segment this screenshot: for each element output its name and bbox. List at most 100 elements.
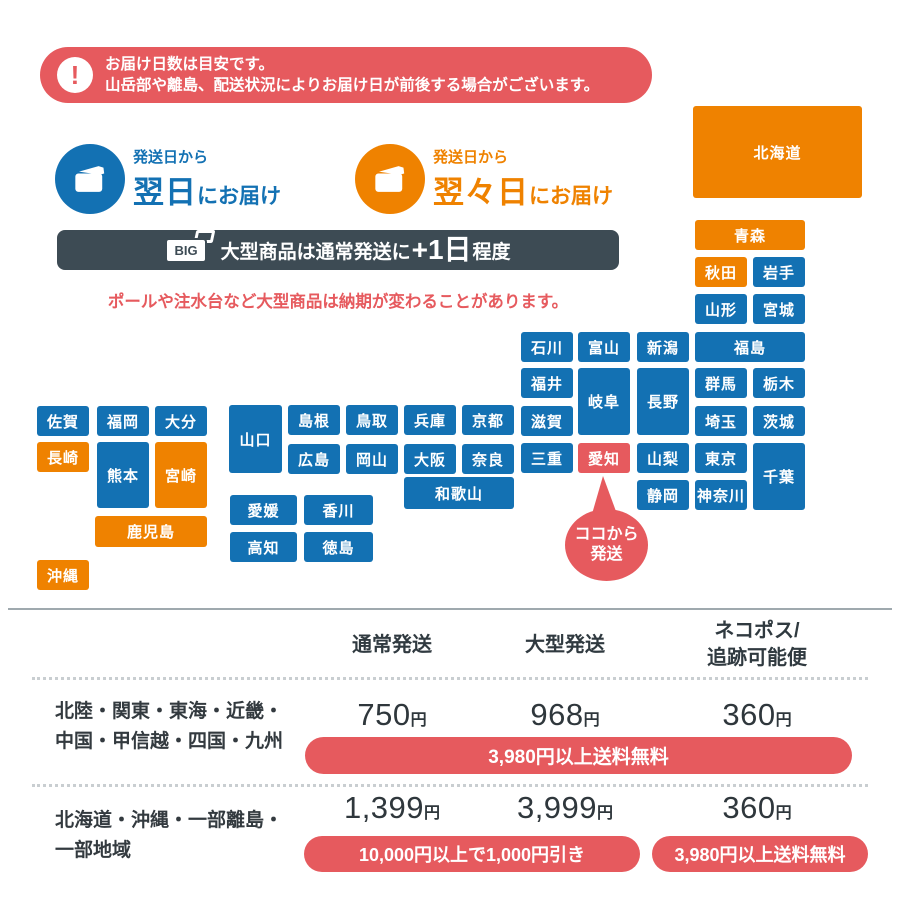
price-unit: 円 — [775, 712, 792, 729]
prefecture-block-徳島: 徳島 — [304, 532, 373, 562]
prefecture-block-奈良: 奈良 — [462, 444, 514, 474]
column-header-nekopos-line1: ネコポス/ — [714, 620, 800, 642]
price-amount: 750 — [357, 697, 411, 732]
big-bar-text-before: 大型商品は通常発送に — [220, 241, 411, 263]
ships-from-bubble: ココから 発送 — [565, 509, 648, 581]
prefecture-block-宮城: 宮城 — [753, 294, 805, 324]
column-header-normal: 通常発送 — [352, 634, 432, 656]
delivery-prefix: 発送日から — [133, 149, 209, 166]
prefecture-block-長崎: 長崎 — [37, 442, 89, 472]
prefecture-block-山梨: 山梨 — [637, 443, 689, 473]
price-amount: 360 — [722, 790, 776, 825]
prefecture-block-山口: 山口 — [229, 405, 282, 473]
notice-text: お届け日数は目安です。 山岳部や離島、配送状況によりお届け日が前後する場合がござ… — [105, 54, 599, 96]
prefecture-block-京都: 京都 — [462, 405, 514, 435]
column-header-nekopos: ネコポス/ 追跡可能便 — [677, 618, 837, 672]
price-unit: 円 — [583, 712, 600, 729]
prefecture-block-熊本: 熊本 — [97, 442, 149, 508]
free-shipping-badge-row2: 3,980円以上送料無料 — [652, 836, 868, 872]
prefecture-block-大阪: 大阪 — [404, 444, 456, 474]
row-divider-1 — [32, 677, 868, 680]
package-icon — [375, 166, 405, 192]
prefecture-block-千葉: 千葉 — [753, 443, 805, 510]
prefecture-block-愛媛: 愛媛 — [230, 495, 297, 525]
bubble-line2: 発送 — [590, 546, 623, 563]
prefecture-block-滋賀: 滋賀 — [521, 406, 573, 436]
prefecture-block-高知: 高知 — [230, 532, 297, 562]
prefecture-block-石川: 石川 — [521, 332, 573, 362]
region-label-1: 北陸・関東・東海・近畿・ 中国・甲信越・四国・九州 — [55, 697, 283, 757]
prefecture-block-佐賀: 佐賀 — [37, 406, 89, 436]
prefecture-block-群馬: 群馬 — [695, 368, 747, 398]
package-icon — [75, 166, 105, 192]
prefecture-block-埼玉: 埼玉 — [695, 406, 747, 436]
price-amount: 360 — [722, 697, 776, 732]
big-item-bar: BIG 大型商品は通常発送に +1日 程度 — [57, 229, 619, 270]
bubble-line1: ココから — [574, 526, 639, 543]
price-unit: 円 — [410, 712, 427, 729]
region-1-line2: 中国・甲信越・四国・九州 — [55, 731, 284, 752]
bubble-tail — [592, 476, 617, 514]
notice-line2: 山岳部や離島、配送状況によりお届け日が前後する場合がございます。 — [105, 77, 600, 94]
prefecture-block-兵庫: 兵庫 — [404, 405, 456, 435]
prefecture-block-鳥取: 鳥取 — [346, 405, 398, 435]
price-nekopos-2: 360円 — [667, 790, 847, 826]
delivery-suffix: にお届け — [197, 185, 281, 208]
prefecture-block-富山: 富山 — [578, 332, 630, 362]
big-box-label: BIG — [165, 237, 207, 263]
region-2-line2: 一部地域 — [55, 840, 132, 861]
notice-line1: お届け日数は目安です。 — [105, 56, 274, 73]
row-divider-2 — [32, 784, 868, 787]
prefecture-block-青森: 青森 — [695, 220, 805, 250]
prefecture-block-宮崎: 宮崎 — [155, 442, 207, 508]
price-large-2: 3,999円 — [475, 790, 655, 826]
prefecture-block-岡山: 岡山 — [346, 444, 398, 474]
prefecture-block-山形: 山形 — [695, 294, 747, 324]
prefecture-block-愛知: 愛知 — [578, 443, 630, 473]
delivery-suffix: にお届け — [529, 185, 613, 208]
prefecture-block-静岡: 静岡 — [637, 480, 689, 510]
prefecture-block-広島: 広島 — [288, 444, 340, 474]
prefecture-block-鹿児島: 鹿児島 — [95, 516, 207, 547]
price-unit: 円 — [597, 805, 614, 822]
prefecture-block-東京: 東京 — [695, 443, 747, 473]
delivery-prefix: 発送日から — [433, 149, 509, 166]
price-amount: 3,999 — [516, 790, 598, 825]
prefecture-block-北海道: 北海道 — [693, 106, 862, 198]
price-amount: 1,399 — [343, 790, 425, 825]
region-1-line1: 北陸・関東・東海・近畿・ — [55, 701, 284, 722]
package-icon-orange — [355, 144, 425, 214]
delivery-big-text: 翌日 — [133, 175, 197, 210]
price-normal-1: 750円 — [302, 697, 482, 733]
column-header-nekopos-line2: 追跡可能便 — [707, 647, 807, 669]
discount-badge-row2: 10,000円以上で1,000円引き — [304, 836, 640, 872]
prefecture-block-岩手: 岩手 — [753, 257, 805, 287]
region-2-line1: 北海道・沖縄・一部離島・ — [55, 810, 284, 831]
prefecture-block-秋田: 秋田 — [695, 257, 747, 287]
notice-banner: ! お届け日数は目安です。 山岳部や離島、配送状況によりお届け日が前後する場合が… — [40, 47, 652, 103]
next-day-delivery: 発送日から 翌日 にお届け — [55, 144, 281, 214]
price-normal-2: 1,399円 — [302, 790, 482, 826]
prefecture-block-神奈川: 神奈川 — [695, 480, 747, 510]
package-icon-blue — [55, 144, 125, 214]
big-box-icon: BIG — [165, 229, 215, 263]
table-top-divider — [8, 608, 892, 610]
prefecture-block-栃木: 栃木 — [753, 368, 805, 398]
exclamation-icon: ! — [57, 57, 93, 93]
delivery-big-text: 翌々日 — [433, 175, 529, 210]
region-label-2: 北海道・沖縄・一部離島・ 一部地域 — [55, 806, 283, 866]
price-large-1: 968円 — [475, 697, 655, 733]
prefecture-block-和歌山: 和歌山 — [404, 477, 514, 509]
prefecture-block-大分: 大分 — [155, 406, 207, 436]
prefecture-block-福岡: 福岡 — [97, 406, 149, 436]
column-header-large: 大型発送 — [525, 634, 605, 656]
prefecture-block-三重: 三重 — [521, 443, 573, 473]
prefecture-block-茨城: 茨城 — [753, 406, 805, 436]
prefecture-block-福島: 福島 — [695, 332, 805, 362]
price-unit: 円 — [775, 805, 792, 822]
prefecture-block-沖縄: 沖縄 — [37, 560, 89, 590]
large-item-note: ポールや注水台など大型商品は納期が変わることがあります。 — [107, 293, 569, 311]
big-bar-highlight: +1日 — [411, 234, 472, 265]
price-amount: 968 — [530, 697, 584, 732]
